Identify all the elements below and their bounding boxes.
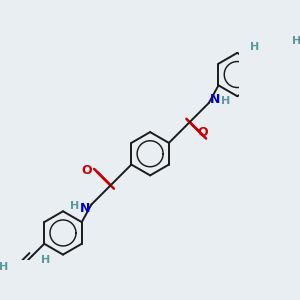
Text: H: H bbox=[40, 255, 50, 265]
Text: H: H bbox=[221, 96, 230, 106]
Text: N: N bbox=[80, 202, 90, 215]
Text: H: H bbox=[250, 42, 260, 52]
Text: N: N bbox=[210, 93, 220, 106]
Text: O: O bbox=[198, 126, 208, 139]
Text: H: H bbox=[70, 201, 79, 211]
Text: H: H bbox=[0, 262, 8, 272]
Text: H: H bbox=[292, 36, 300, 46]
Text: O: O bbox=[81, 164, 92, 177]
